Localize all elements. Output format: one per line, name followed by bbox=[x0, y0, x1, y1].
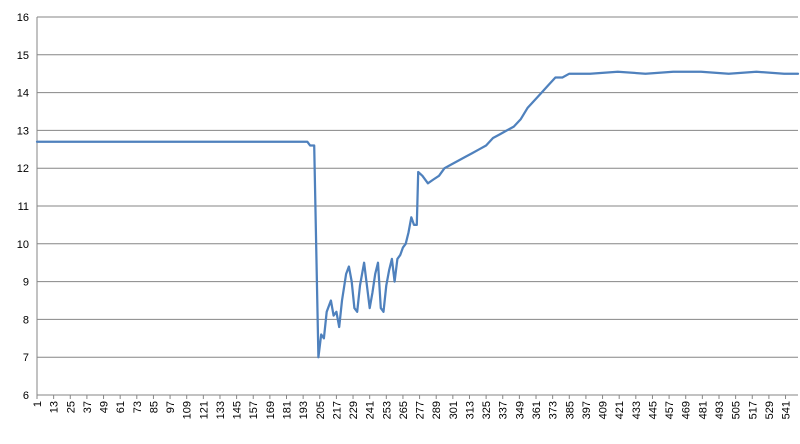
x-tick-label: 145 bbox=[232, 401, 244, 419]
y-tick-label: 11 bbox=[18, 201, 29, 213]
series-line bbox=[35, 70, 800, 359]
x-tick-label: 445 bbox=[647, 401, 659, 419]
x-tick-label: 25 bbox=[65, 401, 77, 413]
x-tick-label: 517 bbox=[747, 401, 759, 419]
x-tick-label: 61 bbox=[115, 401, 127, 413]
x-tick-label: 337 bbox=[498, 401, 510, 419]
x-tick-label: 193 bbox=[298, 401, 310, 419]
x-tick-label: 205 bbox=[315, 401, 327, 419]
x-tick-label: 397 bbox=[581, 401, 593, 419]
x-tick-label: 85 bbox=[148, 401, 160, 413]
x-tick-label: 265 bbox=[398, 401, 410, 419]
x-tick-label: 169 bbox=[265, 401, 277, 419]
x-tick-label: 109 bbox=[182, 401, 194, 419]
y-tick-label: 7 bbox=[23, 352, 29, 364]
y-tick-labels: 6 7 8 9 10 11 12 13 14 15 16 bbox=[17, 12, 29, 402]
x-tick-label: 157 bbox=[248, 401, 260, 419]
y-tick-label: 9 bbox=[23, 277, 29, 289]
x-tick-label: 253 bbox=[381, 401, 393, 419]
x-tick-label: 409 bbox=[598, 401, 610, 419]
x-tick-label: 433 bbox=[631, 401, 643, 419]
x-tick-label: 289 bbox=[431, 401, 443, 419]
x-tick-label: 97 bbox=[165, 401, 177, 413]
y-tick-label: 13 bbox=[17, 125, 29, 137]
x-tick-label: 133 bbox=[215, 401, 227, 419]
x-tick-label: 457 bbox=[664, 401, 676, 419]
x-tick-label: 241 bbox=[365, 401, 377, 419]
x-tick-label: 349 bbox=[514, 401, 526, 419]
series-layer bbox=[35, 70, 800, 359]
x-tick-label: 481 bbox=[697, 401, 709, 419]
x-tick-label: 469 bbox=[681, 401, 693, 419]
x-tick-label: 73 bbox=[132, 401, 144, 413]
y-tick-label: 10 bbox=[17, 239, 29, 251]
y-tick-label: 16 bbox=[17, 12, 29, 24]
x-tick-label: 229 bbox=[348, 401, 360, 419]
x-tick-label: 49 bbox=[99, 401, 111, 413]
axes bbox=[36, 17, 798, 399]
x-tick-label: 421 bbox=[614, 401, 626, 419]
y-tick-label: 8 bbox=[23, 314, 29, 326]
x-tick-label: 361 bbox=[531, 401, 543, 419]
x-tick-label: 301 bbox=[448, 401, 460, 419]
y-tick-label: 12 bbox=[17, 163, 29, 175]
x-tick-label: 277 bbox=[415, 401, 427, 419]
x-tick-label: 1 bbox=[32, 401, 44, 407]
y-tick-label: 6 bbox=[23, 390, 29, 402]
x-tick-label: 529 bbox=[764, 401, 776, 419]
x-tick-label: 37 bbox=[82, 401, 94, 413]
x-tick-label: 505 bbox=[731, 401, 743, 419]
x-tick-label: 181 bbox=[282, 401, 294, 419]
x-tick-label: 493 bbox=[714, 401, 726, 419]
x-tick-labels: 1 13 25 37 49 61 73 85 97 109 121 133 145 157 169 181 19… bbox=[32, 401, 793, 419]
x-tick-label: 313 bbox=[464, 401, 476, 419]
x-tick-label: 121 bbox=[198, 401, 210, 419]
x-tick-label: 217 bbox=[331, 401, 343, 419]
y-tick-label: 14 bbox=[17, 88, 29, 100]
y-tick-label: 15 bbox=[17, 50, 29, 62]
x-tick-label: 385 bbox=[564, 401, 576, 419]
x-tick-label: 373 bbox=[548, 401, 560, 419]
x-tick-label: 325 bbox=[481, 401, 493, 419]
x-tick-label: 13 bbox=[49, 401, 61, 413]
x-tick-label: 541 bbox=[781, 401, 793, 419]
